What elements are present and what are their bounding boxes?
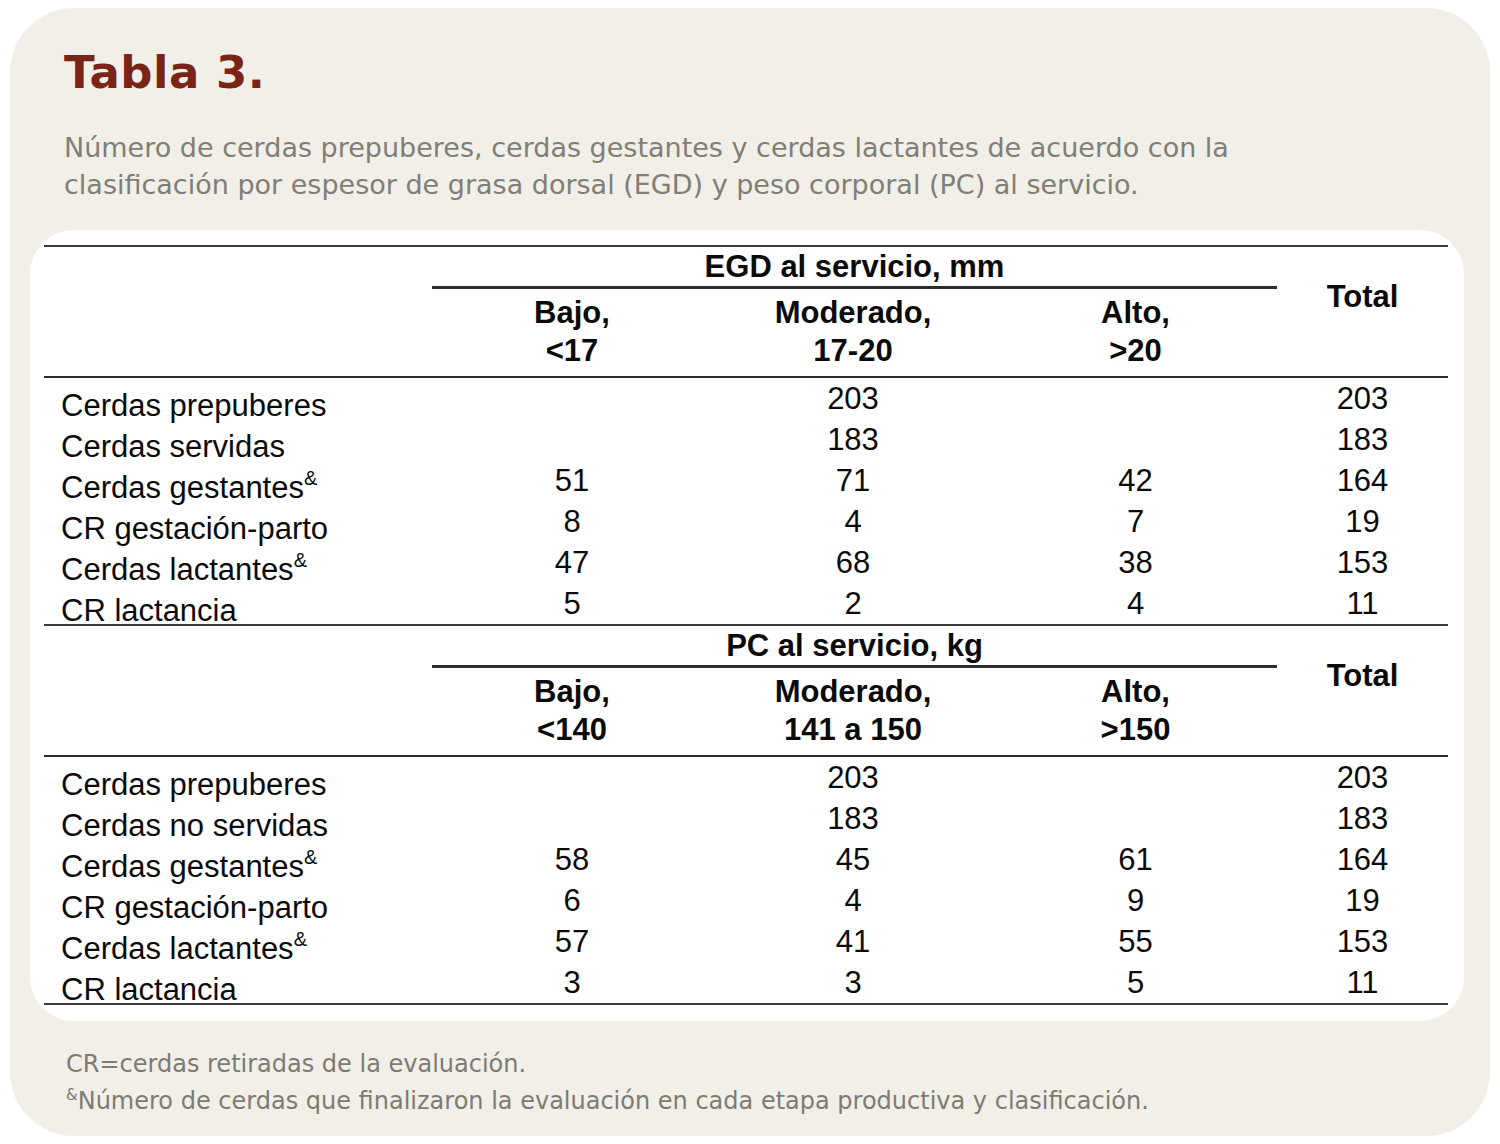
cell-total: 183 [1277,419,1448,460]
cell-value: 203 [712,757,994,798]
column-header-moderado: Moderado, 17-20 [712,294,994,370]
cell-value: 61 [994,839,1277,880]
cell-value: 41 [712,921,994,962]
cell-total: 19 [1277,501,1448,542]
cell-value [432,378,712,419]
cell-value: 57 [432,921,712,962]
cell-value [994,798,1277,839]
group-header-pc: PC al servicio, kg [432,626,1277,668]
cell-value: 9 [994,880,1277,921]
cell-value: 42 [994,460,1277,501]
cell-value: 38 [994,542,1277,583]
table-card: EGD al servicio, mm Bajo, <17 Moderado, … [30,230,1464,1021]
cell-value: 5 [994,962,1277,1003]
table-section-header-pc: PC al servicio, kg Bajo, <140 Moderado, … [44,626,1448,755]
table-title: Tabla 3. [64,46,1490,99]
cell-value: 183 [712,798,994,839]
cell-value: 6 [432,880,712,921]
cell-value [994,757,1277,798]
table-row: Cerdas prepuberes 203 203 [44,757,1448,798]
footnote-ampersand: &Número de cerdas que finalizaron la eva… [66,1080,1490,1117]
article-page: Tabla 3. Número de cerdas prepuberes, ce… [10,8,1490,1136]
cell-value: 55 [994,921,1277,962]
header-spacer [44,626,432,755]
column-header-moderado: Moderado, 141 a 150 [712,673,994,749]
table-row: CR gestación-parto 6 4 9 19 [44,880,1448,921]
row-label: CR lactancia [44,962,432,1003]
table-row: CR lactancia 5 2 4 11 [44,583,1448,624]
row-label: Cerdas prepuberes [44,378,432,419]
table-row: CR lactancia 3 3 5 11 [44,962,1448,1003]
cell-value [432,798,712,839]
cell-total: 11 [1277,583,1448,624]
cell-total: 153 [1277,921,1448,962]
column-header-total: Total [1277,247,1448,376]
row-label: CR gestación-parto [44,880,432,921]
cell-value [432,757,712,798]
cell-value: 3 [432,962,712,1003]
row-label: Cerdas no servidas [44,798,432,839]
cell-value [994,378,1277,419]
cell-total: 153 [1277,542,1448,583]
table-row: Cerdas gestantes& 51 71 42 164 [44,460,1448,501]
cell-value: 2 [712,583,994,624]
cell-value: 183 [712,419,994,460]
row-label: Cerdas servidas [44,419,432,460]
cell-value: 51 [432,460,712,501]
cell-value: 58 [432,839,712,880]
cell-total: 164 [1277,839,1448,880]
row-label: CR lactancia [44,583,432,624]
footnotes: CR=cerdas retiradas de la evaluación. &N… [66,1043,1490,1117]
cell-value: 45 [712,839,994,880]
table-row: Cerdas no servidas 183 183 [44,798,1448,839]
table-row: Cerdas lactantes& 57 41 55 153 [44,921,1448,962]
cell-value: 4 [712,501,994,542]
column-header-bajo: Bajo, <140 [432,673,712,749]
group-header-egd: EGD al servicio, mm [432,247,1277,289]
table-row: CR gestación-parto 8 4 7 19 [44,501,1448,542]
row-label: Cerdas gestantes& [44,460,432,501]
cell-total: 203 [1277,378,1448,419]
cell-value: 8 [432,501,712,542]
header-spacer [44,247,432,376]
cell-total: 11 [1277,962,1448,1003]
row-label: Cerdas prepuberes [44,757,432,798]
cell-value: 71 [712,460,994,501]
table-row: Cerdas servidas 183 183 [44,419,1448,460]
cell-value [994,419,1277,460]
column-header-bajo: Bajo, <17 [432,294,712,370]
cell-value: 4 [712,880,994,921]
table-section-header-egd: EGD al servicio, mm Bajo, <17 Moderado, … [44,247,1448,376]
table-rule-bottom [44,1003,1448,1005]
cell-value: 203 [712,378,994,419]
table-caption: Número de cerdas prepuberes, cerdas gest… [64,129,1349,203]
table-row: Cerdas lactantes& 47 68 38 153 [44,542,1448,583]
column-header-alto: Alto, >150 [994,673,1277,749]
footnote-cr: CR=cerdas retiradas de la evaluación. [66,1043,1490,1080]
cell-value: 4 [994,583,1277,624]
column-header-alto: Alto, >20 [994,294,1277,370]
cell-total: 164 [1277,460,1448,501]
header-middle: EGD al servicio, mm Bajo, <17 Moderado, … [432,247,1277,376]
cell-total: 203 [1277,757,1448,798]
cell-value: 5 [432,583,712,624]
cell-value [432,419,712,460]
cell-value: 47 [432,542,712,583]
column-headers: Bajo, <140 Moderado, 141 a 150 Alto, >15… [432,668,1277,755]
column-header-total: Total [1277,626,1448,755]
row-label: CR gestación-parto [44,501,432,542]
table-row: Cerdas gestantes& 58 45 61 164 [44,839,1448,880]
row-label: Cerdas lactantes& [44,542,432,583]
row-label: Cerdas lactantes& [44,921,432,962]
cell-total: 183 [1277,798,1448,839]
row-label: Cerdas gestantes& [44,839,432,880]
cell-total: 19 [1277,880,1448,921]
cell-value: 68 [712,542,994,583]
column-headers: Bajo, <17 Moderado, 17-20 Alto, >20 [432,289,1277,376]
data-table: EGD al servicio, mm Bajo, <17 Moderado, … [44,245,1448,1005]
table-row: Cerdas prepuberes 203 203 [44,378,1448,419]
header-middle: PC al servicio, kg Bajo, <140 Moderado, … [432,626,1277,755]
cell-value: 7 [994,501,1277,542]
cell-value: 3 [712,962,994,1003]
